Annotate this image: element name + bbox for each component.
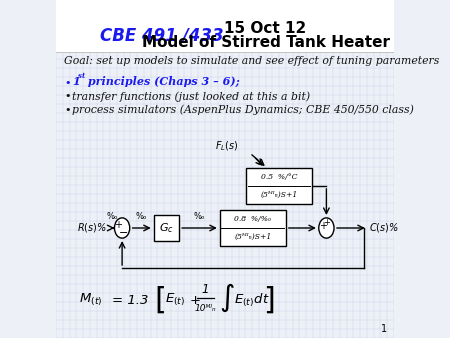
Ellipse shape bbox=[319, 218, 334, 238]
Text: $E_{(t)}dt$: $E_{(t)}dt$ bbox=[234, 291, 270, 309]
Text: (5ᴹᴵₙ)S+1: (5ᴹᴵₙ)S+1 bbox=[234, 233, 271, 241]
Text: $E_{(t)}$: $E_{(t)}$ bbox=[165, 292, 185, 308]
Text: %ₒ: %ₒ bbox=[107, 212, 118, 221]
Text: •: • bbox=[64, 91, 71, 101]
Text: $F_L(s)$: $F_L(s)$ bbox=[215, 139, 238, 153]
Text: $M_{(t)}$: $M_{(t)}$ bbox=[79, 292, 102, 308]
Text: 1: 1 bbox=[381, 324, 387, 334]
Text: +: + bbox=[323, 218, 330, 227]
Text: transfer functions (just looked at this a bit): transfer functions (just looked at this … bbox=[72, 91, 310, 102]
Text: %ₒ: %ₒ bbox=[136, 212, 147, 221]
Text: $\int$: $\int$ bbox=[219, 282, 234, 314]
Ellipse shape bbox=[114, 218, 130, 238]
Text: ]: ] bbox=[263, 286, 274, 314]
Text: (5ᴹᴵₙ)S+1: (5ᴹᴵₙ)S+1 bbox=[261, 191, 298, 199]
Text: process simulators (AspenPlus Dynamics; CBE 450/550 class): process simulators (AspenPlus Dynamics; … bbox=[72, 104, 414, 115]
Text: −: − bbox=[119, 228, 128, 238]
Text: +: + bbox=[114, 220, 122, 230]
Text: $C(s)$%: $C(s)$% bbox=[369, 221, 399, 235]
Text: Model of Stirred Tank Heater: Model of Stirred Tank Heater bbox=[142, 35, 390, 50]
Text: 1: 1 bbox=[72, 76, 80, 87]
Text: +: + bbox=[319, 221, 327, 231]
Bar bbox=[56, 0, 394, 52]
Text: principles (Chaps 3 – 6);: principles (Chaps 3 – 6); bbox=[84, 76, 240, 87]
Text: CBE 491 /433: CBE 491 /433 bbox=[100, 26, 224, 45]
Bar bbox=[153, 215, 179, 241]
Text: •: • bbox=[64, 78, 71, 88]
Text: $R(s)$%: $R(s)$% bbox=[77, 221, 107, 235]
Bar bbox=[246, 168, 312, 204]
Text: +: + bbox=[190, 293, 201, 307]
Bar bbox=[220, 210, 286, 246]
Text: 0.8  %/%ₒ: 0.8 %/%ₒ bbox=[234, 215, 271, 223]
Text: $G_c$: $G_c$ bbox=[159, 221, 174, 235]
Text: [: [ bbox=[155, 286, 166, 314]
Text: = 1.3: = 1.3 bbox=[112, 293, 148, 307]
Text: 15 Oct 12: 15 Oct 12 bbox=[225, 21, 307, 36]
Text: st: st bbox=[78, 72, 85, 80]
Text: %ₒ: %ₒ bbox=[194, 212, 205, 221]
Text: Goal: set up models to simulate and see effect of tuning parameters: Goal: set up models to simulate and see … bbox=[64, 56, 440, 66]
Text: 0.5  %/°C: 0.5 %/°C bbox=[261, 173, 297, 181]
Text: •: • bbox=[64, 105, 71, 115]
Text: 1: 1 bbox=[202, 283, 209, 296]
Text: 10ᴹᴵₙ: 10ᴹᴵₙ bbox=[194, 304, 216, 313]
